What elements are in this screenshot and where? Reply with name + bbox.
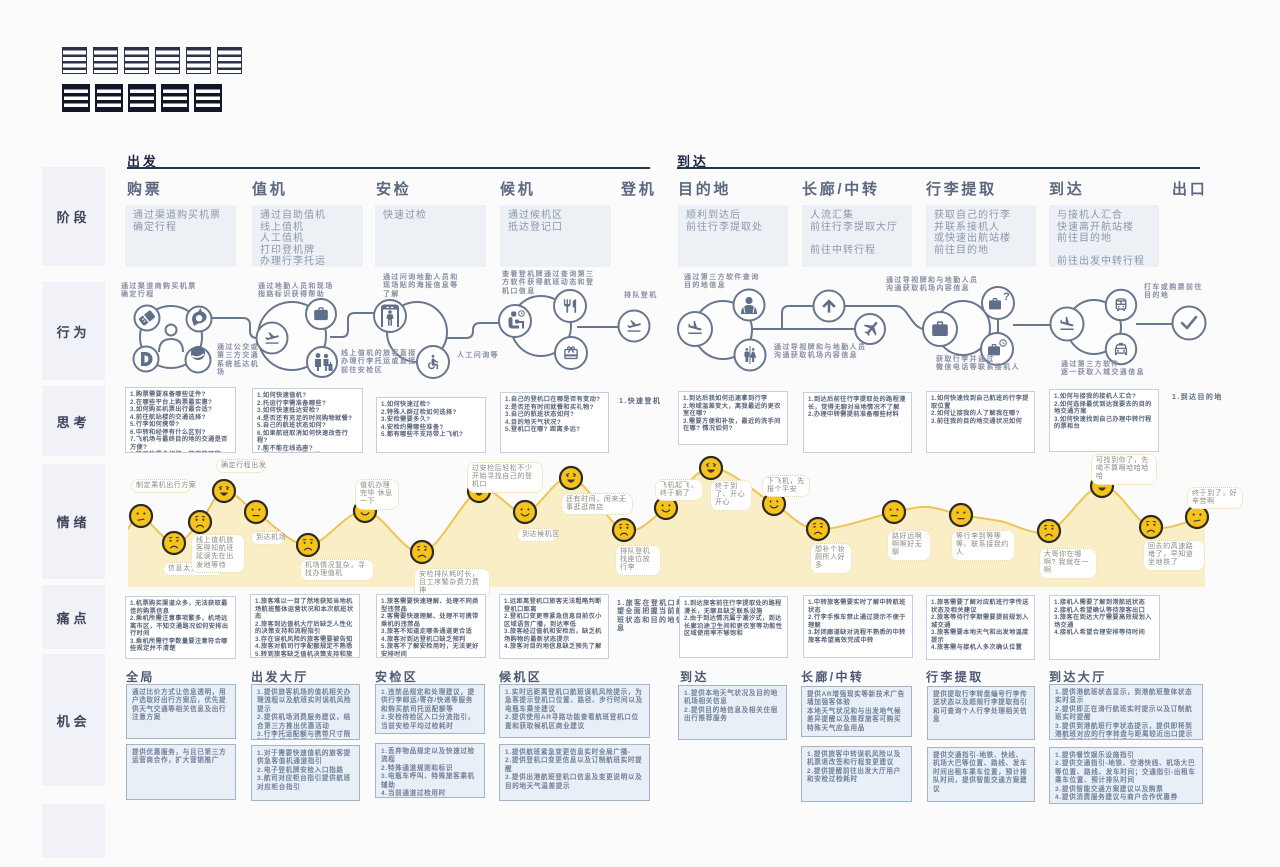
svg-text:?: ? (1003, 291, 1010, 303)
